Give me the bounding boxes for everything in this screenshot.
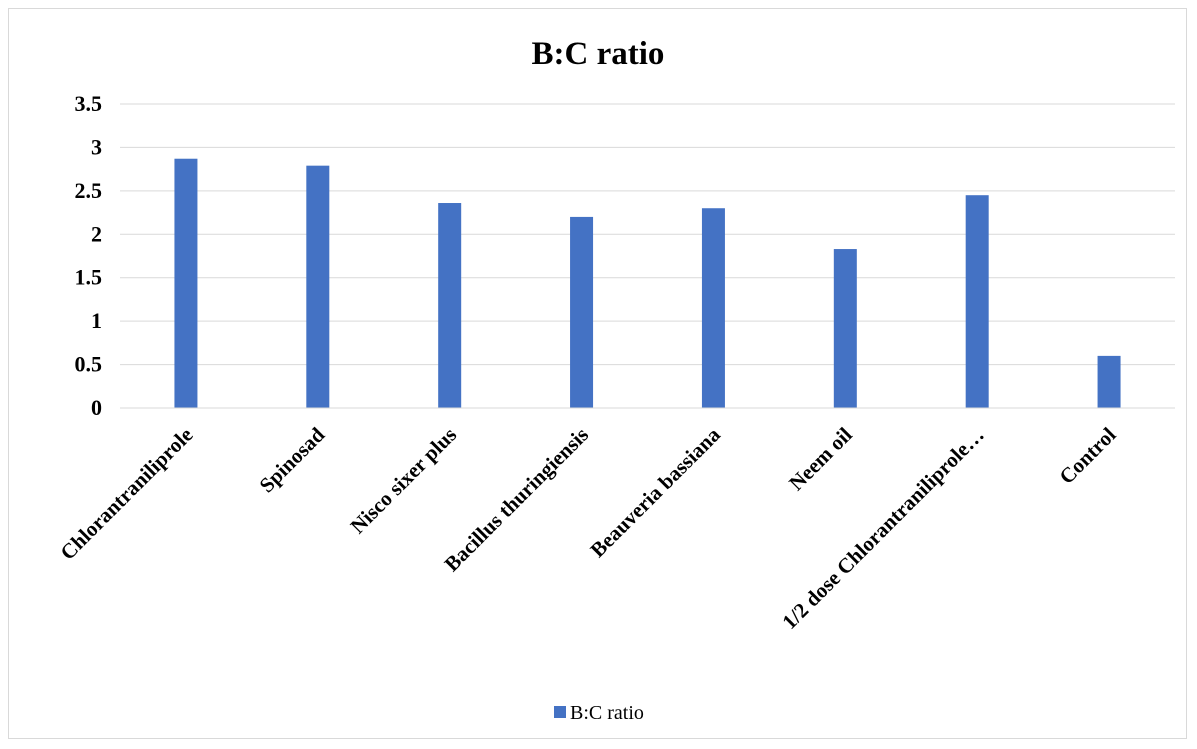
y-tick-label: 0.5 — [75, 352, 103, 377]
y-tick-label: 0 — [91, 395, 102, 420]
bar — [1097, 355, 1121, 408]
y-tick-label: 2 — [91, 221, 102, 246]
bar — [438, 203, 462, 408]
bar — [701, 208, 725, 408]
bar — [965, 195, 989, 408]
legend-label: B:C ratio — [570, 702, 644, 724]
chart-title: B:C ratio — [532, 36, 665, 72]
legend: B:C ratio — [554, 702, 644, 724]
x-tick-label: Chlorantraniliprole — [55, 423, 197, 565]
y-tick-label: 2.5 — [75, 178, 103, 203]
bars — [174, 158, 1121, 408]
gridlines — [120, 103, 1175, 366]
x-tick-label: Control — [1054, 422, 1120, 488]
x-tick-label: Beauveria bassiana — [585, 422, 725, 562]
chart-frame — [8, 8, 1187, 739]
x-tick-label: Spinosad — [255, 422, 330, 497]
x-tick-label: Nisco sixer plus — [346, 423, 462, 539]
x-tick-label: Neem oil — [784, 422, 857, 495]
y-tick-label: 3 — [91, 134, 102, 159]
x-tick-label: Bacillus thuringiensis — [440, 423, 594, 577]
legend-swatch — [554, 706, 566, 718]
bar — [570, 216, 594, 408]
y-tick-label: 3.5 — [75, 91, 103, 116]
y-tick-label: 1 — [91, 308, 102, 333]
bar — [306, 165, 330, 408]
bar — [174, 158, 198, 408]
y-axis-ticks: 0 0.5 1 1.5 2 2.5 3 3.5 — [75, 91, 103, 420]
x-axis-labels: Chlorantraniliprole Spinosad Nisco sixer p… — [55, 422, 1120, 634]
y-tick-label: 1.5 — [75, 265, 103, 290]
bar — [833, 249, 857, 408]
